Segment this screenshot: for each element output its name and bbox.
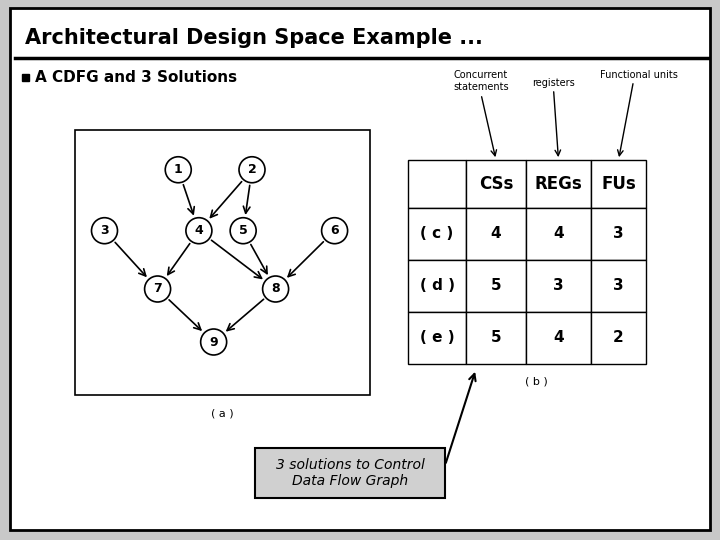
Circle shape [145,276,171,302]
Circle shape [166,157,192,183]
Text: 3 solutions to Control
Data Flow Graph: 3 solutions to Control Data Flow Graph [276,458,424,488]
Text: 4: 4 [194,224,203,237]
Text: A CDFG and 3 Solutions: A CDFG and 3 Solutions [35,71,237,85]
Text: Concurrent
statements: Concurrent statements [453,70,509,92]
Bar [526,312,591,364]
Text: 6: 6 [330,224,339,237]
Text: Architectural Design Space Example ...: Architectural Design Space Example ... [25,28,483,48]
Text: 4: 4 [553,226,564,241]
Text: ( b ): ( b ) [525,377,547,387]
Circle shape [239,157,265,183]
Text: ( a ): ( a ) [211,408,234,418]
Bar [591,312,646,364]
Text: CSs: CSs [479,175,513,193]
Bar [591,260,646,312]
Bar [408,260,466,312]
Bar [466,312,526,364]
Text: 3: 3 [100,224,109,237]
Circle shape [201,329,227,355]
Text: 7: 7 [153,282,162,295]
Text: 3: 3 [613,226,624,241]
Text: 2: 2 [248,163,256,176]
Text: REGs: REGs [535,175,582,193]
Bar [466,160,526,208]
Text: 8: 8 [271,282,280,295]
Text: ( d ): ( d ) [420,279,454,294]
Text: FUs: FUs [601,175,636,193]
Text: 5: 5 [491,330,501,346]
Text: registers: registers [532,78,575,88]
Bar [75,130,370,395]
Text: 1: 1 [174,163,183,176]
Bar [526,260,591,312]
Bar [408,160,466,208]
Bar [591,208,646,260]
Text: 5: 5 [239,224,248,237]
Text: 3: 3 [553,279,564,294]
Text: ( c ): ( c ) [420,226,454,241]
Bar [591,160,646,208]
Text: 2: 2 [613,330,624,346]
Circle shape [91,218,117,244]
Text: 4: 4 [553,330,564,346]
Circle shape [186,218,212,244]
Bar [526,160,591,208]
Text: 9: 9 [210,335,218,348]
Bar [408,208,466,260]
Bar [526,208,591,260]
Circle shape [230,218,256,244]
Text: Functional units: Functional units [600,70,678,80]
Text: 4: 4 [491,226,501,241]
Text: 5: 5 [491,279,501,294]
Circle shape [322,218,348,244]
Circle shape [263,276,289,302]
Bar [255,448,445,498]
Bar [466,208,526,260]
Bar [466,260,526,312]
Bar [22,74,29,81]
Bar [408,312,466,364]
Text: ( e ): ( e ) [420,330,454,346]
Text: 3: 3 [613,279,624,294]
